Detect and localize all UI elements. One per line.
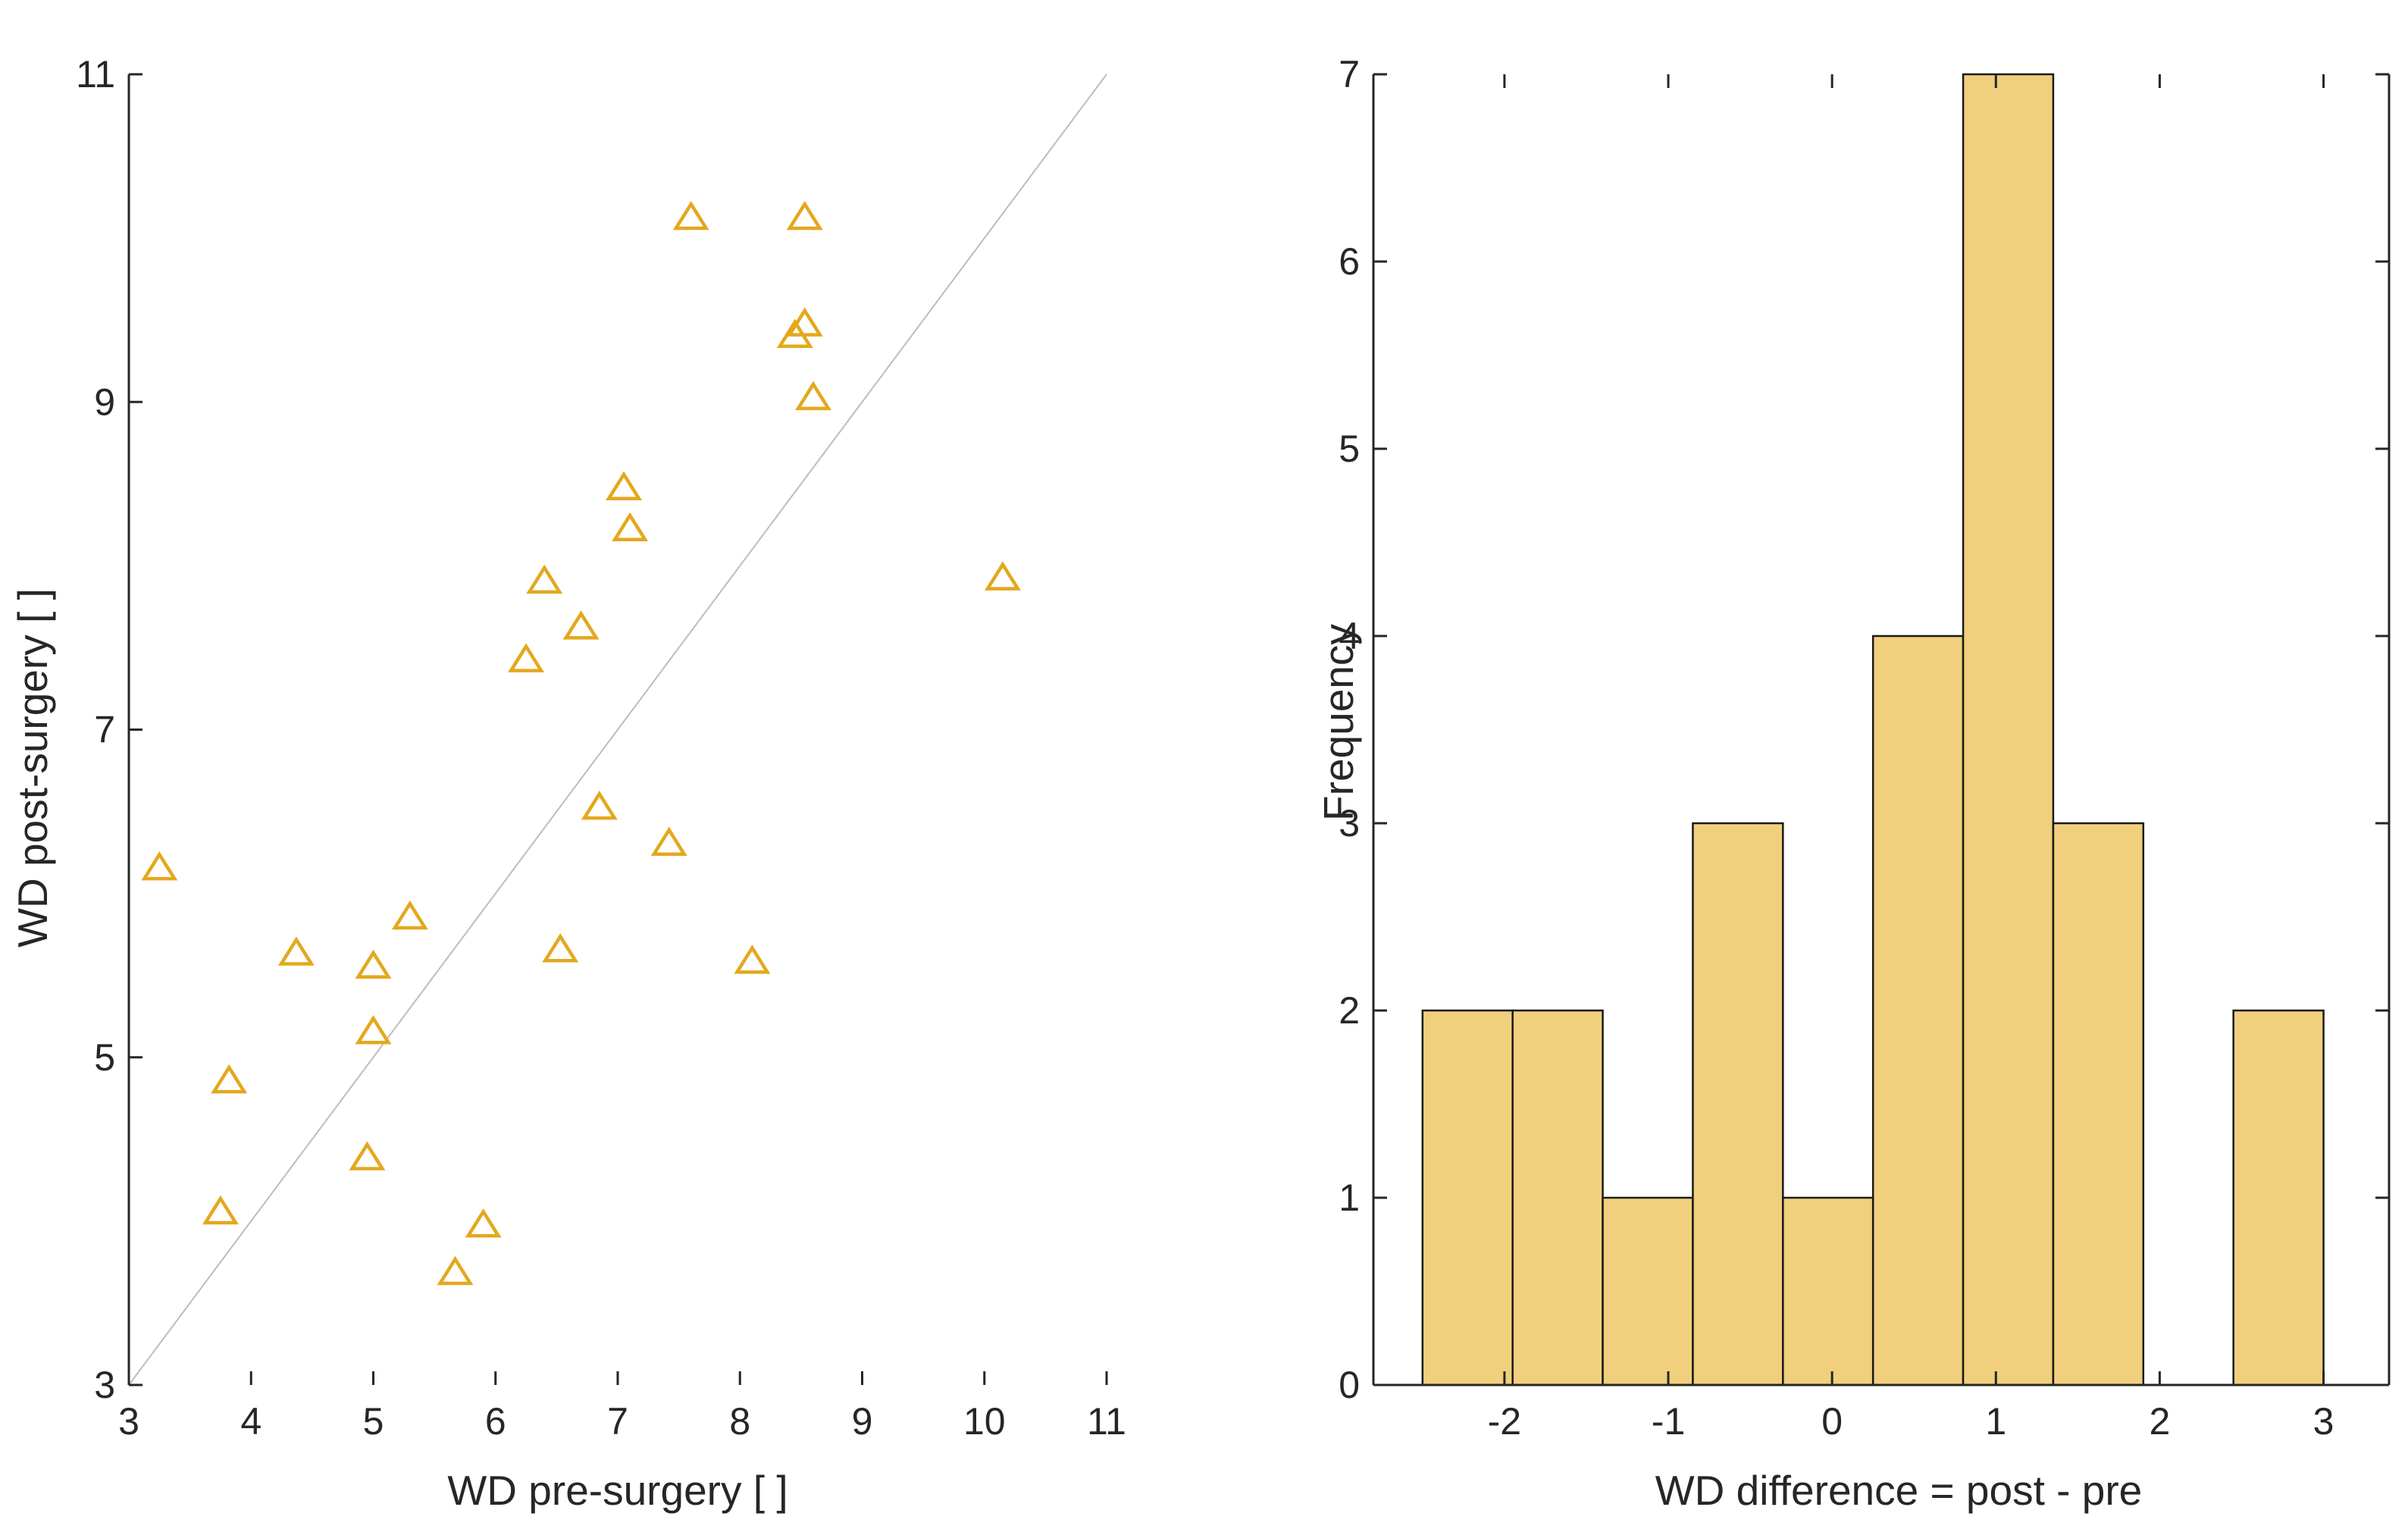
scatter-point-triangle [508, 643, 545, 672]
scatter-x-tick-label: 11 [1087, 1400, 1126, 1443]
scatter-point-triangle [794, 381, 832, 411]
scatter-x-tick-label: 8 [729, 1400, 750, 1443]
scatter-point-triangle [650, 826, 687, 856]
histogram-bar [1962, 73, 2055, 1386]
scatter-point-triangle [202, 1195, 239, 1225]
scatter-point-triangle [277, 936, 315, 966]
scatter-point-triangle [465, 1208, 502, 1238]
scatter-x-tick-label: 6 [485, 1400, 506, 1443]
scatter-y-axis-title: WD post-surgery [ ] [9, 588, 56, 948]
scatter-point-triangle [141, 851, 178, 881]
histogram-y-tick-label: 3 [1339, 802, 1360, 844]
histogram-bar [1871, 634, 1965, 1386]
scatter-x-tick-label: 3 [118, 1400, 139, 1443]
scatter-point-triangle [355, 949, 392, 979]
histogram-y-tick-label: 1 [1339, 1177, 1360, 1219]
histogram-axes: 0 1 2 3 4 5 6 7 -2 -1 0 1 2 3 [1339, 53, 2391, 1443]
histogram-bar [2232, 1009, 2325, 1386]
scatter-x-tick-label: 4 [240, 1400, 261, 1443]
identity-line [128, 74, 1107, 1386]
histogram-panel: 0 1 2 3 4 5 6 7 -2 -1 0 1 2 3 WD difference = post - … [1315, 53, 2391, 1514]
scatter-x-tick-label: 7 [607, 1400, 628, 1443]
scatter-point-triangle [562, 610, 600, 640]
scatter-point-triangle [786, 307, 823, 337]
histogram-bar [1692, 822, 1784, 1386]
scatter-point-triangle [984, 561, 1021, 591]
scatter-y-tick-label: 9 [94, 381, 115, 423]
scatter-point-triangle [612, 512, 649, 541]
scatter-point-triangle [526, 564, 563, 594]
histogram-bar [1602, 1196, 1694, 1386]
scatter-point-triangle [349, 1141, 386, 1170]
histogram-bar [1511, 1009, 1604, 1386]
histogram-y-tick-label: 6 [1339, 240, 1360, 283]
scatter-point-triangle [786, 200, 823, 230]
histogram-x-axis-title: WD difference = post - pre [1655, 1467, 2142, 1514]
scatter-point-triangle [211, 1064, 248, 1094]
histogram-bar [1421, 1009, 1514, 1386]
scatter-panel: 3 5 7 9 11 3 4 5 6 7 8 9 10 11 WD pre-surgery [ ] WD … [9, 53, 1126, 1514]
scatter-point-triangle [606, 471, 643, 500]
histogram-x-tick-label: 2 [2150, 1400, 2171, 1443]
histogram-bar [1782, 1196, 1874, 1386]
scatter-y-tick-label: 5 [94, 1036, 115, 1079]
histogram-x-tick-label: 1 [1985, 1400, 2006, 1443]
scatter-point-triangle [734, 945, 771, 974]
histogram-x-tick-label: -1 [1652, 1400, 1685, 1443]
scatter-x-tick-label: 9 [852, 1400, 873, 1443]
histogram-bar [2052, 822, 2145, 1386]
scatter-y-tick-label: 11 [76, 53, 115, 96]
histogram-y-tick-label: 5 [1339, 428, 1360, 470]
scatter-point-triangle [672, 200, 709, 230]
histogram-y-tick-label: 7 [1339, 53, 1360, 96]
histogram-x-tick-label: 3 [2313, 1400, 2334, 1443]
identity-line-layer [128, 74, 1107, 1386]
scatter-x-tick-label: 10 [963, 1400, 1006, 1443]
scatter-axes: 3 5 7 9 11 3 4 5 6 7 8 9 10 11 [76, 53, 1126, 1443]
scatter-points [141, 200, 1021, 1286]
scatter-point-triangle [542, 933, 579, 963]
scatter-y-tick-label: 3 [94, 1364, 115, 1406]
scatter-point-triangle [355, 1015, 392, 1045]
histogram-y-tick-label: 2 [1339, 989, 1360, 1032]
histogram-bars [1421, 73, 2325, 1386]
scatter-x-axis-title: WD pre-surgery [ ] [447, 1467, 788, 1514]
scatter-point-triangle [391, 900, 428, 930]
scatter-point-triangle [437, 1255, 474, 1286]
scatter-point-triangle [581, 790, 618, 820]
histogram-y-axis-title: Frequency [1315, 624, 1362, 821]
histogram-x-tick-label: 0 [1821, 1400, 1843, 1443]
scatter-y-tick-label: 7 [94, 709, 115, 751]
histogram-x-tick-label: -2 [1488, 1400, 1521, 1443]
histogram-y-tick-label: 0 [1339, 1364, 1360, 1406]
scatter-x-tick-label: 5 [363, 1400, 384, 1443]
histogram-y-tick-label: 4 [1339, 615, 1360, 657]
